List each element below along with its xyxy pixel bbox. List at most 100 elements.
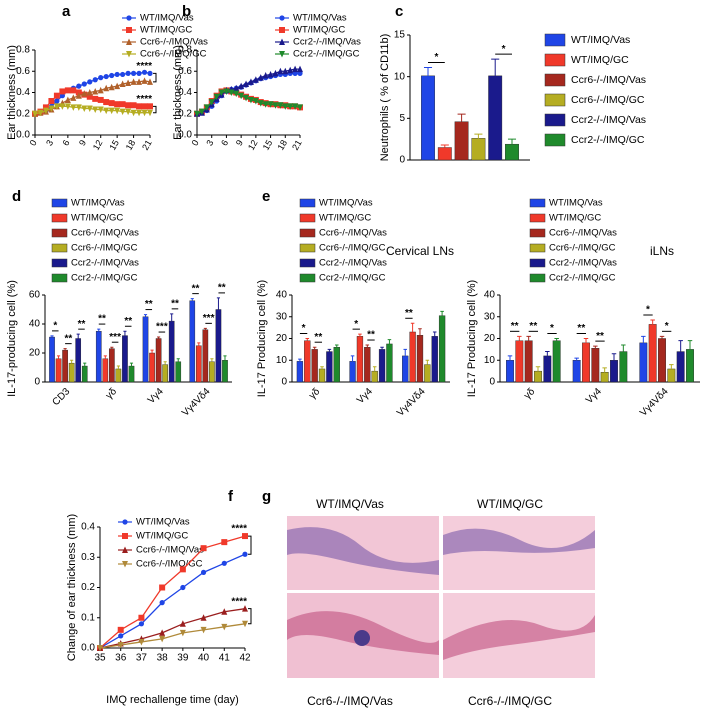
point	[287, 66, 294, 74]
error-bar	[123, 330, 127, 336]
significance-label: ***	[109, 332, 121, 343]
legend-swatch	[51, 258, 68, 268]
error-bar	[474, 133, 483, 139]
error-bar	[298, 358, 302, 362]
significance-label: ****	[231, 524, 247, 535]
significance-label: ****	[136, 61, 152, 72]
legend-swatch	[299, 213, 316, 223]
point	[292, 65, 299, 73]
x-tick-label: 42	[239, 653, 251, 664]
point	[136, 109, 143, 117]
error-bar	[687, 340, 693, 350]
bar	[600, 372, 609, 383]
panel-letter: e	[262, 188, 270, 205]
point	[114, 101, 121, 108]
x-tick-label: Vγ4	[584, 386, 604, 406]
point	[221, 623, 228, 631]
legend-label: WT/IMQ/Vas	[140, 13, 194, 24]
point	[130, 109, 137, 117]
point	[138, 614, 145, 621]
bar	[686, 349, 694, 383]
y-tick-label: 40	[484, 290, 496, 301]
significance-label: ***	[156, 322, 168, 333]
point	[119, 80, 126, 87]
legend-marker	[279, 27, 285, 33]
error-bar	[50, 335, 54, 338]
legend-swatch	[299, 258, 316, 268]
point	[114, 71, 120, 78]
point	[267, 70, 274, 78]
point	[130, 102, 137, 109]
point	[114, 107, 121, 115]
y-tick-label: 40	[276, 290, 288, 301]
y-tick-label: 30	[484, 311, 496, 322]
bar	[658, 338, 666, 383]
x-tick-label: 18	[124, 138, 138, 152]
point	[223, 88, 230, 95]
point	[252, 98, 259, 105]
x-tick-label: 0	[190, 138, 201, 147]
panel-letter: g	[262, 488, 271, 505]
bar	[122, 335, 128, 383]
bar	[326, 351, 333, 383]
legend-label: Ccr2-/-/IMQ/GC	[549, 273, 616, 284]
bar	[409, 331, 416, 383]
error-bar	[63, 348, 67, 351]
y-tick-label: 5	[399, 113, 405, 124]
legend-label: Ccr2-/-/IMQ/Vas	[71, 258, 139, 269]
series-line	[99, 535, 246, 649]
legend-label: Ccr6-/-/IMQ/GC	[71, 243, 138, 254]
point	[130, 78, 137, 85]
point	[97, 86, 104, 94]
legend-label: Ccr6-/-/IMQ/Vas	[549, 228, 617, 239]
bar	[349, 361, 356, 383]
legend-label: WT/IMQ/GC	[71, 213, 123, 224]
point	[125, 79, 132, 86]
x-tick-label: 21	[140, 138, 154, 152]
point	[138, 621, 145, 627]
panel-letter: c	[395, 3, 403, 20]
error-bar	[103, 355, 107, 359]
legend-label: Ccr6-/-/IMQ/Vas	[71, 228, 139, 239]
point	[32, 110, 38, 118]
legend-swatch	[51, 198, 68, 208]
significance-label: **	[145, 299, 153, 310]
x-tick-label: 15	[261, 138, 275, 152]
series-line	[99, 623, 246, 649]
bar	[572, 360, 581, 383]
point	[136, 70, 142, 76]
legend-label: Ccr2-/-/IMQ/Vas	[571, 114, 646, 126]
error-bar	[150, 349, 154, 353]
y-tick-label: 0.0	[81, 643, 95, 654]
bar	[142, 316, 149, 383]
point	[53, 103, 60, 110]
error-bar	[129, 362, 134, 367]
point	[221, 539, 228, 546]
y-axis-label: IL-17 Producing cell (%)	[256, 280, 268, 397]
error-bar	[507, 138, 517, 145]
y-tick-label: 0.0	[178, 130, 192, 141]
significance-label: **	[511, 321, 519, 332]
legend-label: WT/IMQ/Vas	[71, 198, 125, 209]
y-tick-label: 15	[394, 30, 406, 41]
legend-marker	[279, 15, 285, 21]
series-line	[99, 608, 246, 649]
error-bar	[410, 322, 415, 332]
point	[213, 93, 220, 101]
error-bar	[116, 365, 120, 369]
point	[125, 70, 131, 76]
legend-swatch	[299, 243, 316, 253]
point	[180, 584, 186, 591]
bar	[505, 143, 519, 161]
bar	[62, 349, 68, 383]
point	[200, 614, 207, 621]
y-tick-label: 0.6	[16, 66, 30, 77]
point	[292, 103, 299, 110]
significance-label: **	[171, 298, 179, 309]
legend-label: Ccr2-/-/IMQ/Vas	[293, 37, 361, 48]
significance-bracket	[153, 105, 157, 114]
x-tick-label: Vγ4Vδ4	[395, 386, 428, 419]
point	[125, 108, 132, 116]
error-bar	[440, 144, 449, 148]
